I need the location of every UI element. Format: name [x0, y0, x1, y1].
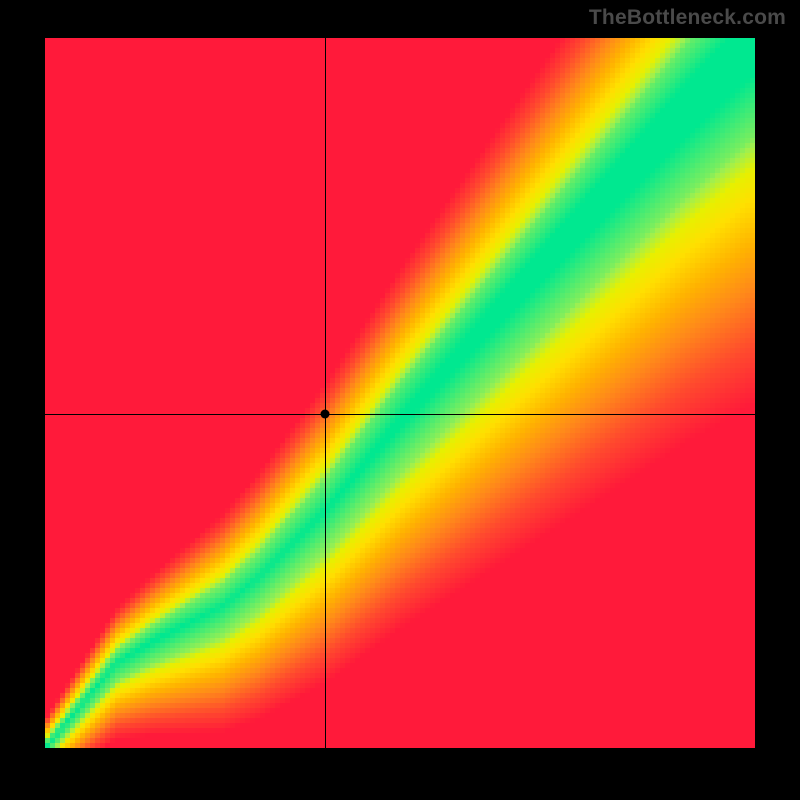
heatmap-canvas: [45, 38, 755, 748]
plot-area: [45, 38, 755, 748]
crosshair-horizontal: [45, 414, 755, 415]
watermark-text: TheBottleneck.com: [589, 6, 786, 30]
crosshair-vertical: [325, 38, 326, 748]
crosshair-marker-dot: [321, 409, 330, 418]
chart-container: TheBottleneck.com: [0, 0, 800, 800]
